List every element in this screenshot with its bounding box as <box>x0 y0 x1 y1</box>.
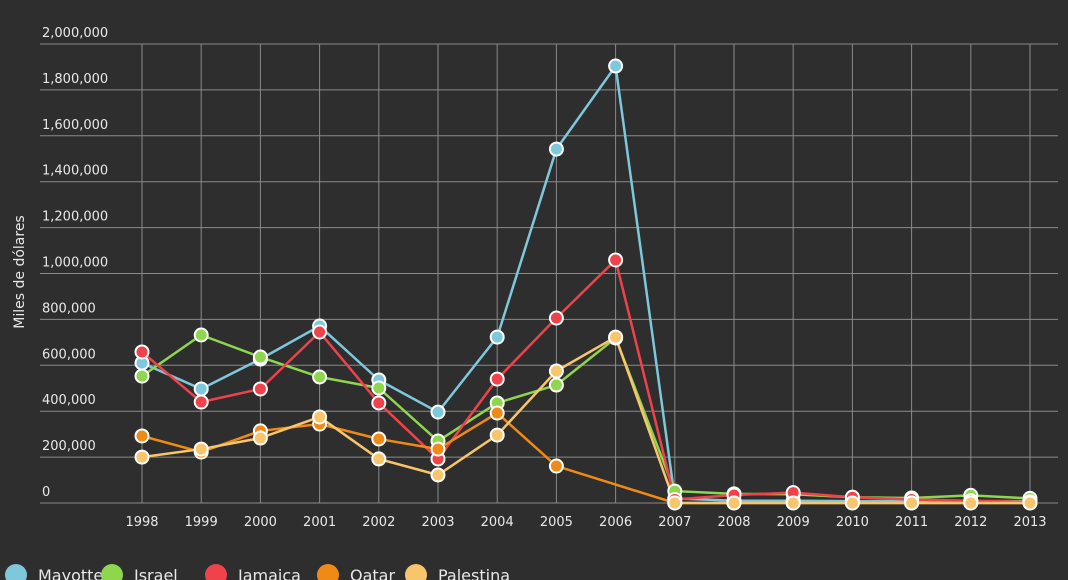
data-point-mayotte[interactable] <box>193 381 209 397</box>
legend-label: Jamaica <box>237 566 301 580</box>
data-point-israel[interactable] <box>193 327 209 343</box>
data-point-israel[interactable] <box>548 377 564 393</box>
data-point-palestina[interactable] <box>844 495 860 511</box>
legend-item-mayotte[interactable]: Mayotte <box>5 564 103 580</box>
x-tick-label: 2006 <box>599 515 632 530</box>
x-tick-label: 2004 <box>481 515 514 530</box>
legend-label: Mayotte <box>38 566 103 580</box>
data-point-palestina[interactable] <box>312 409 328 425</box>
data-point-mayotte[interactable] <box>608 58 624 74</box>
y-tick-label: 1,400,000 <box>42 164 108 179</box>
x-tick-label: 2001 <box>303 515 336 530</box>
legend-swatch <box>5 564 27 580</box>
data-point-qatar[interactable] <box>489 405 505 421</box>
x-tick-label: 2010 <box>836 515 869 530</box>
data-point-qatar[interactable] <box>548 458 564 474</box>
series-points <box>134 58 1038 511</box>
y-tick-label: 800,000 <box>42 301 96 316</box>
y-tick-label: 2,000,000 <box>42 26 108 41</box>
data-point-israel[interactable] <box>134 368 150 384</box>
data-point-palestina[interactable] <box>726 495 742 511</box>
y-tick-label: 1,000,000 <box>42 256 108 271</box>
legend-swatch <box>205 564 227 580</box>
data-point-palestina[interactable] <box>134 449 150 465</box>
y-tick-label: 1,800,000 <box>42 72 108 87</box>
data-point-jamaica[interactable] <box>548 310 564 326</box>
legend-label: Palestina <box>438 566 510 580</box>
data-point-qatar[interactable] <box>134 428 150 444</box>
data-point-jamaica[interactable] <box>134 344 150 360</box>
y-axis-ticks: 0 200,000 400,000 600,000 800,000 1,000,000 1,… <box>42 26 108 500</box>
y-axis-label: Miles de dólares <box>12 215 28 328</box>
x-tick-label: 2000 <box>244 515 277 530</box>
x-tick-label: 2003 <box>421 515 454 530</box>
series-line-israel <box>141 333 1031 500</box>
data-point-jamaica[interactable] <box>608 252 624 268</box>
data-point-palestina[interactable] <box>193 441 209 457</box>
legend-swatch <box>405 564 427 580</box>
x-tick-label: 2009 <box>777 515 810 530</box>
legend-swatch <box>101 564 123 580</box>
data-point-palestina[interactable] <box>785 495 801 511</box>
data-point-mayotte[interactable] <box>489 329 505 345</box>
data-point-palestina[interactable] <box>608 329 624 345</box>
data-point-jamaica[interactable] <box>312 324 328 340</box>
series-line-mayotte <box>141 62 1030 503</box>
legend: Mayotte Israel Jamaica Qatar Palestina <box>5 564 510 580</box>
x-tick-label: 2007 <box>658 515 691 530</box>
y-tick-label: 200,000 <box>42 439 96 454</box>
y-tick-label: 1,600,000 <box>42 118 108 133</box>
data-point-palestina[interactable] <box>667 495 683 511</box>
x-tick-label: 2011 <box>895 515 928 530</box>
data-point-qatar[interactable] <box>371 431 387 447</box>
data-point-palestina[interactable] <box>430 467 446 483</box>
x-tick-label: 2005 <box>540 515 573 530</box>
x-tick-label: 2013 <box>1013 515 1046 530</box>
series-lines <box>141 62 1031 505</box>
legend-swatch <box>317 564 339 580</box>
data-point-jamaica[interactable] <box>371 395 387 411</box>
data-point-palestina[interactable] <box>548 363 564 379</box>
series-line-palestina <box>141 335 1030 505</box>
data-point-palestina[interactable] <box>252 430 268 446</box>
data-point-palestina[interactable] <box>489 427 505 443</box>
data-point-palestina[interactable] <box>1022 495 1038 511</box>
legend-item-qatar[interactable]: Qatar <box>317 564 395 580</box>
y-tick-label: 600,000 <box>42 347 96 362</box>
data-point-palestina[interactable] <box>371 451 387 467</box>
y-tick-label: 1,200,000 <box>42 210 108 225</box>
data-point-israel[interactable] <box>252 349 268 365</box>
legend-item-palestina[interactable]: Palestina <box>405 564 510 580</box>
grid <box>40 43 1058 504</box>
y-tick-label: 0 <box>42 485 50 500</box>
series-line-jamaica <box>141 257 1031 504</box>
x-tick-label: 2012 <box>954 515 987 530</box>
legend-label: Qatar <box>350 566 395 580</box>
legend-label: Israel <box>134 566 178 580</box>
data-point-mayotte[interactable] <box>430 404 446 420</box>
x-tick-label: 2008 <box>717 515 750 530</box>
x-axis-ticks: 1998 1999 2000 2001 2002 2003 2004 2005 2006 2007… <box>125 515 1046 530</box>
data-point-palestina[interactable] <box>904 495 920 511</box>
series-line-qatar <box>141 411 1030 505</box>
data-point-jamaica[interactable] <box>193 394 209 410</box>
legend-item-jamaica[interactable]: Jamaica <box>205 564 301 580</box>
x-tick-label: 1998 <box>125 515 158 530</box>
data-point-mayotte[interactable] <box>548 141 564 157</box>
data-point-jamaica[interactable] <box>252 381 268 397</box>
data-point-qatar[interactable] <box>430 441 446 457</box>
x-tick-label: 1999 <box>185 515 218 530</box>
data-point-israel[interactable] <box>371 380 387 396</box>
x-tick-label: 2002 <box>362 515 395 530</box>
y-tick-label: 400,000 <box>42 393 96 408</box>
data-point-israel[interactable] <box>312 369 328 385</box>
data-point-palestina[interactable] <box>963 495 979 511</box>
legend-item-israel[interactable]: Israel <box>101 564 178 580</box>
data-point-jamaica[interactable] <box>489 371 505 387</box>
